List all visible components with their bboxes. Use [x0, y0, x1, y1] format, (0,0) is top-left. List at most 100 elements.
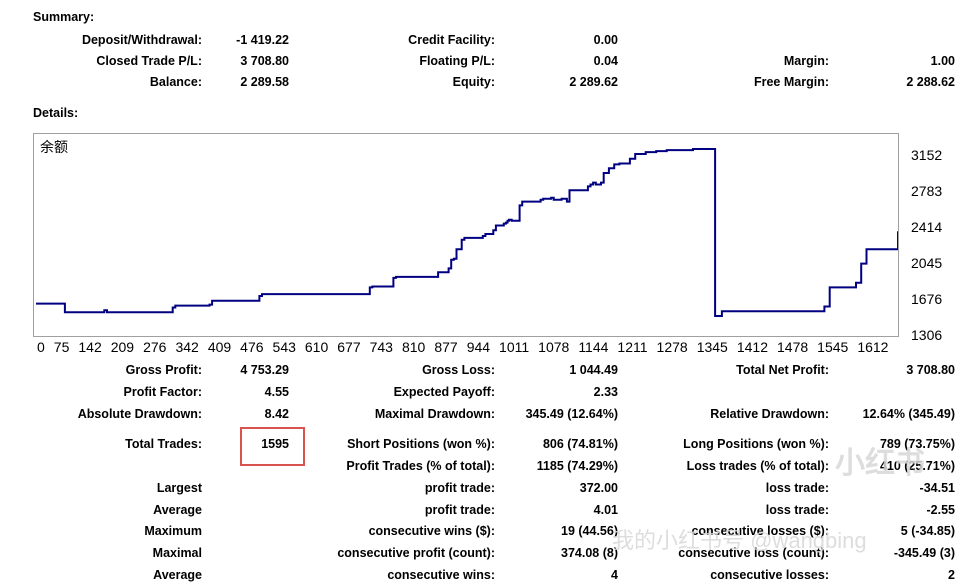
stat-value: -345.49 (3): [893, 546, 955, 560]
stat-value: 2: [948, 568, 955, 582]
y-tick-label: 1676: [911, 291, 943, 307]
y-tick-label: 2045: [911, 255, 943, 271]
stat-label: Short Positions (won %):: [347, 437, 495, 451]
y-tick-label: 3152: [911, 147, 943, 163]
summary-value: 0.04: [593, 54, 618, 68]
x-axis-labels: 0 75 142 209 276 342 409 476 543 610 677 743 810 877 9…: [37, 339, 888, 355]
summary-label: Balance:: [149, 75, 202, 89]
summary-value: -1 419.22: [236, 33, 289, 47]
balance-series-line: [36, 148, 898, 317]
x-tick-label: 1011: [499, 339, 530, 355]
stat-label: consecutive loss (count):: [678, 546, 829, 560]
x-tick-label: 342: [175, 339, 199, 355]
x-tick-label: 877: [434, 339, 458, 355]
x-tick-label: 1078: [538, 339, 570, 355]
stat-value: 8.42: [264, 407, 289, 421]
stat-value: -34.51: [919, 481, 955, 495]
stat-value: 1595: [261, 437, 289, 451]
stat-label: Profit Trades (% of total):: [346, 459, 495, 473]
stat-label: Maximal: [152, 546, 202, 560]
x-tick-label: 1211: [617, 339, 648, 355]
stat-label: loss trade:: [765, 503, 829, 517]
x-tick-label: 677: [337, 339, 361, 355]
stat-label: profit trade:: [424, 503, 495, 517]
x-tick-label: 476: [240, 339, 264, 355]
stat-label: Total Net Profit:: [736, 363, 829, 377]
stat-value: 372.00: [579, 481, 618, 495]
y-tick-label: 1306: [911, 327, 943, 343]
summary-label: Deposit/Withdrawal:: [81, 33, 202, 47]
summary-value: 3 708.80: [240, 54, 289, 68]
stat-label: Average: [153, 568, 202, 582]
summary-label: Credit Facility:: [408, 33, 495, 47]
stat-label: profit trade:: [424, 481, 495, 495]
x-tick-label: 1144: [578, 339, 609, 355]
summary-label: Floating P/L:: [419, 54, 495, 68]
stat-value: 1185 (74.29%): [536, 459, 618, 473]
x-tick-label: 142: [78, 339, 102, 355]
stat-label: Profit Factor:: [123, 385, 202, 399]
stat-label: consecutive losses:: [710, 568, 829, 582]
stat-value: 345.49 (12.64%): [525, 407, 618, 421]
x-tick-label: 209: [110, 339, 135, 355]
summary-label: Equity:: [452, 75, 495, 89]
y-tick-label: 2414: [911, 219, 943, 235]
chart-title: 余额: [40, 139, 68, 155]
summary-label: Closed Trade P/L:: [96, 54, 202, 68]
stat-value: 12.64% (345.49): [862, 407, 955, 421]
x-tick-label: 1345: [696, 339, 728, 355]
x-tick-label: 944: [466, 339, 491, 355]
x-tick-label: 1478: [777, 339, 809, 355]
stat-value: 4 753.29: [240, 363, 289, 377]
x-tick-label: 409: [207, 339, 232, 355]
stat-label: Gross Profit:: [125, 363, 202, 377]
x-tick-label: 75: [53, 339, 70, 355]
stat-value: 806 (74.81%): [542, 437, 618, 451]
stat-value: 4: [611, 568, 618, 582]
x-tick-label: 1278: [656, 339, 688, 355]
watermark-brand: 小红书: [835, 447, 925, 480]
x-tick-label: 810: [401, 339, 426, 355]
stat-label: Maximal Drawdown:: [374, 407, 495, 421]
stat-label: loss trade:: [765, 481, 829, 495]
stat-value: 410 (25.71%): [879, 459, 955, 473]
x-tick-label: 1612: [857, 339, 889, 355]
x-tick-label: 276: [143, 339, 167, 355]
stat-label: consecutive profit (count):: [337, 546, 495, 560]
stat-value: -2.55: [926, 503, 956, 517]
summary-value: 0.00: [593, 33, 618, 47]
chart-plot: [36, 148, 898, 317]
stat-label: Absolute Drawdown:: [77, 407, 202, 421]
stat-value: 19 (44.56): [561, 524, 618, 538]
x-tick-label: 0: [37, 339, 45, 355]
summary-value: 2 288.62: [906, 75, 955, 89]
balance-chart: 余额: [33, 133, 899, 337]
stat-value: 1 044.49: [569, 363, 618, 377]
watermark-handle: 我的小红书号 @wangbing: [612, 528, 867, 553]
total-trades-highlight: [240, 427, 305, 466]
stat-value: 5 (-34.85): [900, 524, 955, 538]
stat-label: Loss trades (% of total):: [686, 459, 829, 473]
stat-label: Expected Payoff:: [393, 385, 495, 399]
summary-value: 2 289.62: [569, 75, 618, 89]
stat-value: 2.33: [593, 385, 618, 399]
y-tick-label: 2783: [911, 183, 943, 199]
details-heading: Details:: [33, 106, 79, 120]
stat-label: Relative Drawdown:: [710, 407, 829, 421]
stat-label: Long Positions (won %):: [683, 437, 829, 451]
x-tick-label: 743: [369, 339, 393, 355]
x-tick-label: 1412: [736, 339, 768, 355]
stat-label: consecutive wins ($):: [368, 524, 495, 538]
stat-label: Gross Loss:: [422, 363, 495, 377]
x-tick-label: 610: [304, 339, 329, 355]
summary-value: 1.00: [930, 54, 955, 68]
stat-value: 4.01: [593, 503, 618, 517]
summary-label: Free Margin:: [753, 75, 829, 89]
x-tick-label: 1545: [817, 339, 849, 355]
summary-label: Margin:: [783, 54, 829, 68]
stat-value: 374.08 (8): [561, 546, 618, 560]
stat-label: consecutive wins:: [387, 568, 495, 582]
stat-value: 4.55: [264, 385, 289, 399]
x-tick-label: 543: [272, 339, 296, 355]
summary-heading: Summary:: [33, 10, 95, 24]
